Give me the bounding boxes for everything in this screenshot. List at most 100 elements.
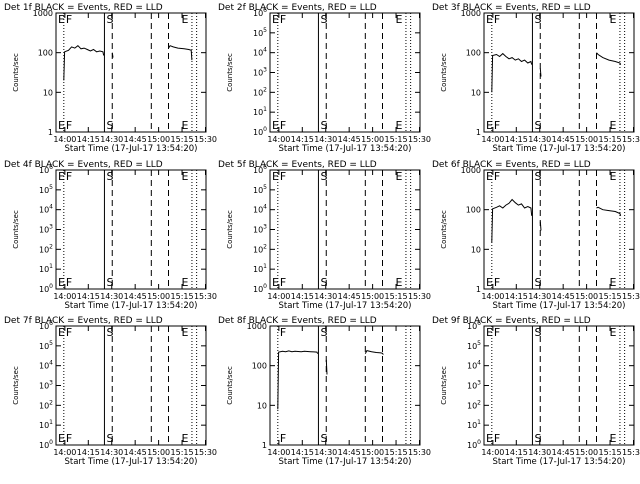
marker-top-F: F xyxy=(494,13,500,26)
x-tick-label: 15:30 xyxy=(408,292,431,301)
y-axis-label: Counts/sec xyxy=(226,366,234,405)
x-tick-label: 14:00 xyxy=(481,135,504,144)
y-tick-label: 102 xyxy=(39,399,53,410)
series-segment-1 xyxy=(277,350,319,410)
chart-panel-3: Det 3f BLACK = Events, RED = LLD 1 10 100 10… xyxy=(432,3,640,154)
y-tick-label: 101 xyxy=(39,263,53,274)
y-tick-label: 100 xyxy=(39,439,53,450)
marker-bottom-F: F xyxy=(494,119,500,132)
marker-bottom-E: E xyxy=(609,119,616,132)
x-tick-label: 14:15 xyxy=(77,448,100,457)
x-tick-label: 15:15 xyxy=(171,135,194,144)
series-segment-2 xyxy=(539,221,542,231)
chart-title: Det 4f BLACK = Events, RED = LLD xyxy=(4,160,163,170)
marker-top-S: S xyxy=(534,13,541,26)
y-axis-label: Counts/sec xyxy=(12,53,20,92)
x-axis-label: Start Time (17-Jul-17 13:54:20) xyxy=(279,144,412,154)
series-segment-2 xyxy=(325,359,328,375)
x-tick-label: 14:45 xyxy=(124,292,147,301)
marker-top-F: F xyxy=(494,170,500,183)
y-tick-label: 102 xyxy=(467,399,481,410)
y-tick-label: 100 xyxy=(467,439,481,450)
y-tick-label: 106 xyxy=(39,320,53,331)
x-axis-label: Start Time (17-Jul-17 13:54:20) xyxy=(493,144,626,154)
x-tick-label: 14:15 xyxy=(505,448,528,457)
marker-top-S: S xyxy=(106,13,113,26)
x-tick-label: 14:15 xyxy=(291,292,314,301)
x-tick-label: 14:45 xyxy=(552,292,575,301)
x-tick-label: 14:30 xyxy=(100,448,123,457)
x-tick-label: 15:30 xyxy=(194,448,217,457)
x-axis-label: Start Time (17-Jul-17 13:54:20) xyxy=(493,457,626,467)
x-tick-label: 15:00 xyxy=(147,292,170,301)
x-tick-label: 14:00 xyxy=(481,448,504,457)
y-tick-label: 100 xyxy=(39,283,53,294)
x-tick-label: 14:30 xyxy=(528,448,551,457)
chart-panel-2: Det 2f BLACK = Events, RED = LLD 100 101 10… xyxy=(218,3,431,154)
marker-top-F: F xyxy=(66,326,72,339)
y-tick-label: 103 xyxy=(39,380,53,391)
marker-top-S: S xyxy=(534,326,541,339)
x-tick-label: 14:30 xyxy=(528,292,551,301)
marker-top-S: S xyxy=(320,170,327,183)
x-tick-label: 14:00 xyxy=(53,292,76,301)
chart-panel-6: Det 6f BLACK = Events, RED = LLD 1 10 100 10… xyxy=(432,160,640,311)
marker-bottom-F: F xyxy=(66,432,72,445)
plot-frame xyxy=(483,12,635,133)
y-tick-label: 105 xyxy=(39,184,53,195)
marker-bottom-E: E xyxy=(486,276,493,289)
marker-top-F: F xyxy=(66,170,72,183)
x-tick-label: 15:30 xyxy=(622,292,640,301)
marker-top-E: E xyxy=(609,13,616,26)
marker-bottom-S: S xyxy=(106,276,113,289)
x-tick-label: 15:15 xyxy=(171,448,194,457)
plot-frame xyxy=(55,325,207,446)
x-tick-label: 14:15 xyxy=(77,292,100,301)
y-tick-label: 104 xyxy=(39,204,53,215)
x-tick-label: 15:30 xyxy=(622,448,640,457)
marker-bottom-S: S xyxy=(534,119,541,132)
x-tick-label: 15:00 xyxy=(575,135,598,144)
series-segment-3 xyxy=(364,350,384,355)
x-tick-label: 14:00 xyxy=(267,292,290,301)
chart-title: Det 9f BLACK = Events, RED = LLD xyxy=(432,316,591,326)
marker-top-E: E xyxy=(486,326,493,339)
marker-bottom-S: S xyxy=(534,432,541,445)
x-axis-label: Start Time (17-Jul-17 13:54:20) xyxy=(279,457,412,467)
y-tick-label: 105 xyxy=(253,184,267,195)
x-tick-label: 14:30 xyxy=(314,448,337,457)
marker-bottom-S: S xyxy=(320,276,327,289)
x-tick-label: 15:15 xyxy=(599,135,622,144)
x-axis-label: Start Time (17-Jul-17 13:54:20) xyxy=(493,301,626,311)
chart-title: Det 6f BLACK = Events, RED = LLD xyxy=(432,160,591,170)
plot-frame xyxy=(55,169,207,290)
x-tick-label: 15:00 xyxy=(575,448,598,457)
x-tick-label: 15:15 xyxy=(599,448,622,457)
y-tick-label: 10 xyxy=(257,401,267,410)
marker-top-E: E xyxy=(395,170,402,183)
marker-top-E: E xyxy=(58,326,65,339)
marker-bottom-F: F xyxy=(280,432,286,445)
marker-top-S: S xyxy=(534,170,541,183)
y-tick-label: 101 xyxy=(253,263,267,274)
y-tick-label: 105 xyxy=(253,27,267,38)
chart-title: Det 7f BLACK = Events, RED = LLD xyxy=(4,316,163,326)
x-tick-label: 15:15 xyxy=(385,448,408,457)
y-tick-label: 103 xyxy=(467,380,481,391)
x-tick-label: 15:15 xyxy=(385,292,408,301)
y-tick-label: 100 xyxy=(253,126,267,137)
y-tick-label: 1000 xyxy=(247,322,267,331)
x-axis-label: Start Time (17-Jul-17 13:54:20) xyxy=(65,301,198,311)
marker-top-F: F xyxy=(280,13,286,26)
series-segment-2 xyxy=(111,52,114,58)
y-tick-label: 100 xyxy=(466,49,481,58)
marker-bottom-E: E xyxy=(181,276,188,289)
y-axis-label: Counts/sec xyxy=(12,366,20,405)
x-tick-label: 15:30 xyxy=(194,292,217,301)
y-tick-label: 100 xyxy=(253,283,267,294)
x-tick-label: 15:30 xyxy=(408,448,431,457)
y-tick-label: 1 xyxy=(476,285,481,294)
x-tick-label: 15:30 xyxy=(194,135,217,144)
